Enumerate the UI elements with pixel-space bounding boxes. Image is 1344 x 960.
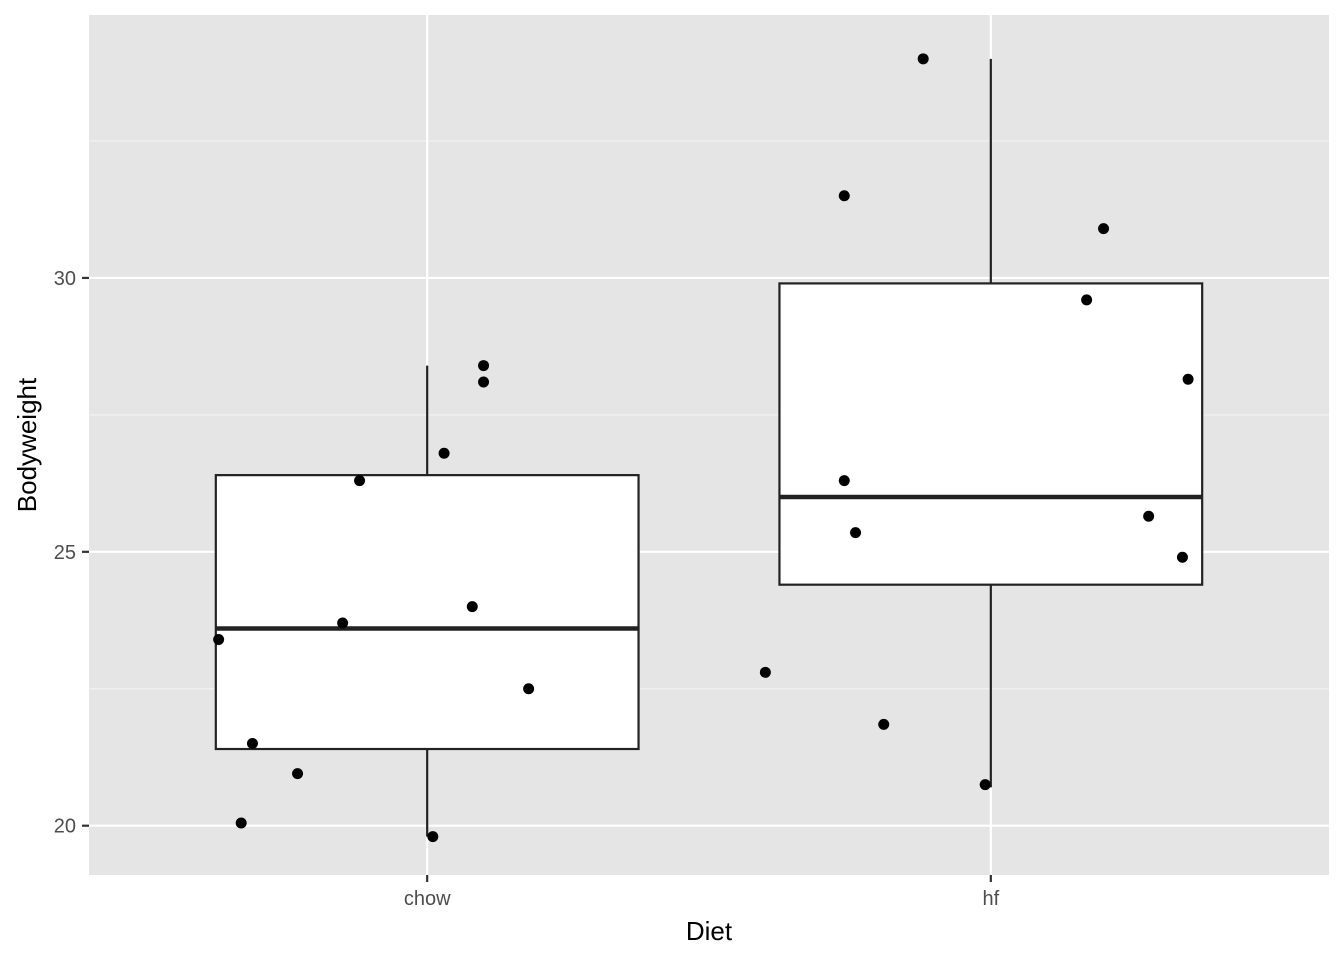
data-point [354, 475, 366, 487]
data-point [523, 683, 535, 695]
y-tick-label: 25 [54, 542, 76, 564]
data-point [850, 527, 862, 539]
data-point [235, 817, 247, 829]
box-hf [778, 58, 1204, 788]
x-axis: chow hf [404, 875, 1000, 910]
y-tick-label: 30 [54, 268, 76, 290]
data-point [878, 718, 890, 730]
data-point [1182, 373, 1194, 385]
y-axis-title: Bodyweight [12, 377, 42, 512]
data-point [1176, 551, 1188, 563]
data-point [466, 601, 478, 613]
data-point [337, 617, 349, 629]
data-point [1081, 294, 1093, 306]
data-point [1098, 223, 1110, 235]
data-point [478, 376, 490, 388]
data-point [478, 360, 490, 372]
data-point [246, 738, 258, 750]
data-point [917, 53, 929, 65]
data-point [838, 475, 850, 487]
data-point [292, 768, 304, 780]
data-point [1143, 510, 1155, 522]
data-point [438, 447, 450, 459]
x-axis-title: Diet [686, 916, 733, 946]
box-rect [214, 474, 640, 751]
box-chow [214, 365, 640, 837]
x-tick-label: hf [982, 888, 999, 910]
box-layer [214, 58, 1204, 837]
data-point [759, 666, 771, 678]
y-axis: 20 25 30 [54, 268, 89, 838]
data-point [427, 831, 439, 843]
point-layer [213, 53, 1194, 843]
box-rect [778, 282, 1204, 586]
data-point [838, 190, 850, 202]
x-tick-label: chow [404, 888, 451, 910]
y-tick-label: 20 [54, 816, 76, 838]
data-point [979, 779, 991, 791]
data-point [213, 633, 225, 645]
